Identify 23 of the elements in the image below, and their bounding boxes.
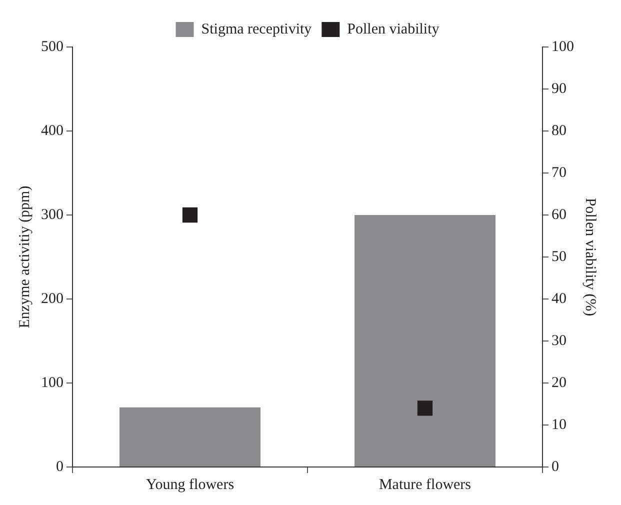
y2-tick-label: 40 <box>552 290 566 307</box>
y-tick-label: 200 <box>41 290 64 307</box>
y-tick-label: 0 <box>56 458 64 475</box>
y2-tick-label: 50 <box>552 248 566 265</box>
y-tick-label: 400 <box>41 122 64 139</box>
y2-tick-label: 90 <box>552 80 566 97</box>
y2-tick-label: 10 <box>552 416 566 433</box>
legend-label: Stigma receptivity <box>201 21 312 38</box>
y2-tick-label: 30 <box>552 332 566 349</box>
y2-tick-label: 100 <box>552 38 574 55</box>
y2-tick-label: 70 <box>552 164 566 181</box>
y-tick-label: 300 <box>41 206 64 223</box>
x-tick-label: Mature flowers <box>378 476 472 493</box>
y-tick-label: 100 <box>41 374 64 391</box>
y2-tick-label: 0 <box>552 458 559 475</box>
y2-tick-label: 60 <box>552 206 566 223</box>
y2-tick-label: 80 <box>552 122 566 139</box>
legend-label: Pollen viability <box>347 21 440 38</box>
y-axis-title: Enzyme activitiy (ppm) <box>16 186 33 328</box>
y2-tick-label: 20 <box>552 374 566 391</box>
y-tick-label: 500 <box>41 38 64 55</box>
y2-axis-title: Pollen viability (%) <box>582 198 598 316</box>
x-tick-label: Young flowers <box>146 476 234 493</box>
